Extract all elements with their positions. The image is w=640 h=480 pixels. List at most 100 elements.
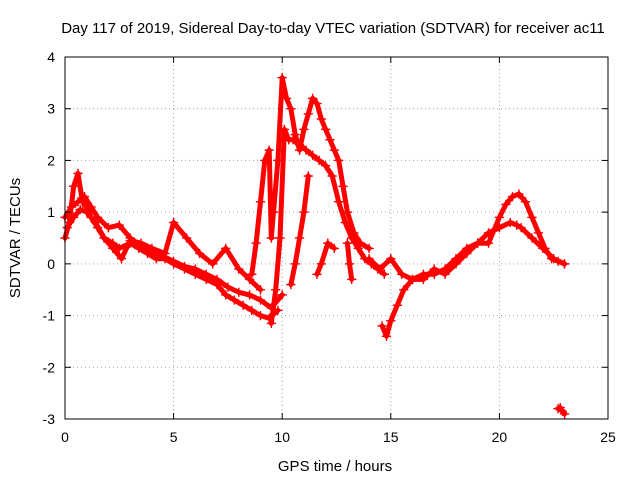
series-arc-10-markers: [364, 189, 570, 285]
data-point-plus: [303, 171, 314, 181]
data-point-plus: [501, 199, 511, 210]
y-tick-labels: -3 -2 -1 0 1 2 3 4: [43, 49, 56, 427]
data-point-plus: [81, 207, 92, 217]
data-point-plus: [247, 269, 257, 279]
data-point-plus: [294, 140, 305, 150]
data-point-plus: [73, 168, 83, 179]
data-point-plus: [286, 103, 296, 114]
x-tick-label: 5: [170, 429, 178, 445]
data-point-plus: [462, 248, 472, 259]
grid: [65, 57, 608, 419]
x-tick-labels: 0 5 10 15 20 25: [61, 429, 616, 445]
x-tick-label: 20: [492, 429, 508, 445]
data-point-plus: [472, 238, 483, 248]
data-point-plus: [346, 274, 357, 285]
data-point-plus: [329, 243, 340, 254]
data-point-plus: [255, 295, 266, 305]
data-point-plus: [266, 233, 277, 243]
series-arc-3: [64, 207, 263, 293]
series-arc-1: [62, 170, 281, 321]
y-tick-label: 2: [47, 152, 55, 168]
data-point-plus: [553, 256, 563, 267]
data-point-plus: [312, 98, 322, 109]
data-point-plus: [329, 145, 340, 155]
series-arc-5-markers: [266, 124, 390, 329]
series-arc-10: [366, 191, 568, 282]
data-point-plus: [66, 202, 77, 212]
data-point-plus: [275, 233, 285, 243]
data-point-plus: [301, 145, 311, 155]
series-arc-7-markers: [312, 238, 340, 279]
data-point-plus: [527, 233, 537, 243]
data-point-plus: [125, 235, 135, 246]
data-point-plus: [440, 269, 450, 279]
data-point-plus: [364, 243, 374, 254]
data-point-plus: [559, 409, 570, 419]
series-arc-3-markers: [62, 204, 266, 295]
data-point-plus: [314, 155, 324, 166]
data-point-plus: [288, 134, 298, 145]
data-point-plus: [386, 315, 396, 326]
data-point-plus: [136, 238, 146, 248]
data-point-plus: [151, 253, 161, 264]
data-point-plus: [316, 114, 327, 124]
data-point-plus: [99, 233, 109, 243]
data-point-plus: [247, 305, 257, 316]
data-point-plus: [396, 269, 407, 279]
data-point-plus: [346, 233, 357, 243]
data-point-plus: [342, 238, 353, 248]
data-point-plus: [114, 220, 125, 230]
data-point-plus: [244, 274, 255, 285]
data-point-plus: [160, 248, 170, 259]
data-point-plus: [212, 274, 222, 285]
y-tick-label: 4: [47, 49, 55, 65]
data-point-plus: [290, 259, 300, 269]
data-point-plus: [244, 290, 255, 300]
series-arc-4-markers: [247, 72, 374, 279]
y-tick-label: -3: [43, 411, 56, 427]
series-arc-8-markers: [342, 238, 357, 285]
y-tick-label: 1: [47, 204, 55, 220]
data-point-plus: [516, 222, 526, 233]
series-arc-6: [288, 173, 311, 287]
data-point-plus: [75, 204, 85, 215]
data-point-plus: [381, 331, 392, 342]
data-point-plus: [379, 269, 390, 279]
data-point-plus: [342, 207, 353, 217]
data-point-plus: [507, 191, 518, 202]
series-arc-5: [268, 126, 387, 326]
data-point-plus: [238, 300, 248, 310]
data-point-plus: [338, 181, 348, 192]
data-point-plus: [364, 253, 374, 264]
data-point-plus: [270, 284, 281, 295]
x-tick-label: 15: [383, 429, 399, 445]
data-point-plus: [68, 212, 79, 223]
data-point-plus: [303, 109, 314, 119]
data-point-plus: [290, 129, 300, 140]
data-point-plus: [273, 155, 283, 166]
data-point-plus: [251, 238, 261, 248]
data-point-plus: [68, 181, 79, 192]
data-point-plus: [229, 295, 240, 305]
data-point-plus: [220, 290, 231, 300]
series-arc-7: [314, 240, 337, 277]
data-point-plus: [299, 207, 309, 217]
plot-frame: [64, 56, 609, 420]
data-point-plus: [533, 228, 544, 238]
data-point-plus: [333, 197, 344, 207]
data-point-plus: [327, 171, 337, 181]
y-tick-label: -2: [43, 359, 56, 375]
y-tick-label: 0: [47, 256, 55, 272]
data-point-plus: [386, 253, 396, 264]
data-point-plus: [307, 93, 318, 104]
data-point-plus: [559, 259, 570, 269]
data-point-plus: [299, 124, 309, 135]
data-point-plus: [429, 264, 439, 274]
series-arc-11-markers: [553, 402, 570, 419]
data-point-plus: [520, 197, 531, 207]
data-point-plus: [279, 124, 290, 135]
data-point-plus: [286, 279, 296, 290]
data-point-plus: [399, 284, 409, 295]
data-point-plus: [92, 212, 103, 223]
